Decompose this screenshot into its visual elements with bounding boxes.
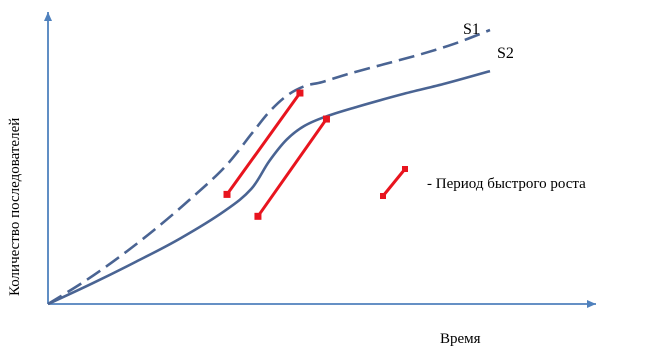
rapid-growth-start-marker-s1 (223, 190, 231, 198)
rapid-growth-end-marker-s2 (322, 115, 330, 123)
rapid-growth-start-marker-s2 (254, 212, 262, 220)
legend: - Период быстрого роста (380, 166, 586, 199)
series-label-s1: S1 (463, 21, 480, 38)
legend-rapid-growth-swatch (381, 168, 407, 197)
series-label-s2: S2 (497, 45, 514, 62)
series-line-s2 (47, 69, 491, 306)
legend-rapid-growth-label: - Период быстрого роста (427, 176, 586, 192)
rapid-growth-segment-s2 (256, 118, 328, 218)
rapid-growth-end-marker-s1 (296, 89, 304, 97)
legend-swatch-end-marker (402, 166, 408, 172)
rapid-growth-segment-s1 (225, 92, 302, 196)
y-axis-label: Количество последователей (7, 118, 23, 296)
series-line-s1 (47, 28, 491, 306)
legend-swatch-start-marker (380, 193, 386, 199)
x-axis-label: Время (440, 331, 481, 347)
